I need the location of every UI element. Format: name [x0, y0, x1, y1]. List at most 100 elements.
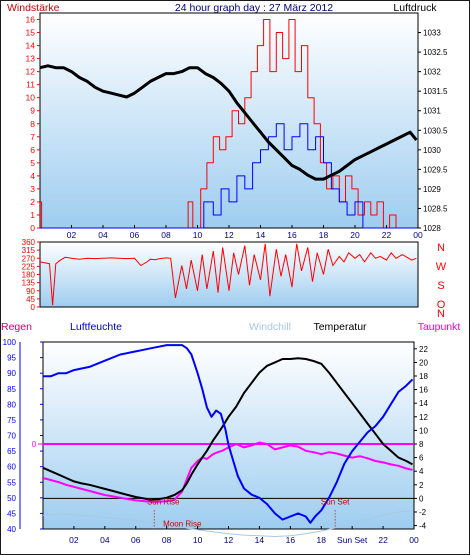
humidity-axis: 40 45 50 55 60 65 70 75 80 85 90 95 100 [3, 338, 43, 534]
hour-tick-label: 16 [287, 230, 297, 240]
temperature-tick-label: 16 [419, 386, 428, 395]
humidity-tick-label: 65 [7, 447, 16, 456]
temperature-tick-label: 20 [419, 358, 428, 367]
wind-average-line [40, 123, 417, 229]
hour-tick-label: 20 [350, 230, 360, 240]
windchill-line [42, 510, 413, 537]
temperature-tick-label: 2 [419, 481, 424, 490]
legend-luftfeuchte: Luftfeuchte [70, 321, 122, 333]
hour-tick-label: 02 [69, 535, 79, 545]
hour-tick-label: 16 [286, 535, 296, 545]
hour-axis-top: 02 04 06 08 10 12 14 16 18 20 22 00 [67, 225, 423, 240]
wind-axis-title: Windstärke [7, 2, 60, 14]
wind-tick-label: 1 [30, 210, 35, 220]
direction-letter: W [436, 261, 447, 273]
humidity-tick-label: 100 [3, 338, 17, 347]
wind-tick-label: 12 [26, 67, 36, 77]
hour-tick-label: 06 [130, 230, 140, 240]
hour-tick-label: 04 [100, 535, 110, 545]
temperature-tick-label: 6 [419, 454, 424, 463]
rain-zero-label: 0 [32, 440, 37, 449]
wind-direction-series [39, 243, 417, 306]
pressure-tick-label: 1031.5 [423, 87, 448, 96]
pressure-tick-label: 1032.5 [423, 48, 448, 57]
direction-letter: O [437, 299, 446, 311]
direction-tick-label: 270 [22, 254, 36, 263]
wind-tick-label: 15 [26, 28, 36, 38]
wind-gust-line [40, 19, 417, 229]
astro-events: Sun Rise Moon Rise Sun Set [147, 497, 350, 529]
temperature-line [42, 357, 413, 501]
humidity-tick-label: 45 [7, 509, 16, 518]
hour-tick-label: 12 [224, 535, 234, 545]
direction-tick-label: 360 [22, 238, 36, 247]
moonrise-label: Moon Rise [163, 519, 202, 528]
hour-tick-label: Sun Set [337, 535, 368, 545]
rain-axis: 0 [32, 440, 43, 449]
temperature-tick-label: 22 [419, 345, 428, 354]
wind-tick-label: 3 [30, 184, 35, 194]
direction-tick-label: 315 [22, 246, 36, 255]
pressure-tick-label: 1030 [423, 146, 441, 155]
wind-tick-label: 0 [30, 223, 35, 233]
hour-tick-label: 14 [256, 230, 266, 240]
hour-tick-label: 18 [319, 230, 329, 240]
wind-tick-label: 7 [30, 132, 35, 142]
humidity-tick-label: 50 [7, 494, 16, 503]
humidity-temperature-plot-area [42, 341, 415, 530]
legend: Regen Luftfeuchte Windchill Temperatur T… [1, 321, 460, 333]
temperature-tick-label: 10 [419, 426, 428, 435]
humidity-temperature-series [42, 344, 414, 537]
pressure-tick-label: 1028 [423, 224, 441, 233]
chart-title: 24 hour graph day : 27 März 2012 [175, 2, 333, 14]
temperature-tick-label: 18 [419, 372, 428, 381]
wind-tick-label: 14 [26, 41, 36, 51]
pressure-tick-label: 1029.5 [423, 165, 448, 174]
direction-letter: N [437, 242, 445, 254]
temperature-tick-label: 14 [419, 399, 428, 408]
pressure-tick-label: 1029 [423, 185, 441, 194]
hour-tick-label: 08 [162, 535, 172, 545]
humidity-tick-label: 55 [7, 478, 16, 487]
hour-tick-label: 14 [255, 535, 265, 545]
wind-tick-label: 9 [30, 106, 35, 116]
hour-tick-label: 00 [409, 535, 419, 545]
hour-tick-label: 00 [413, 230, 423, 240]
legend-windchill: Windchill [249, 321, 291, 333]
direction-tick-label: 135 [22, 279, 36, 288]
direction-letter: S [437, 280, 444, 292]
wind-direction-plot-area [39, 241, 419, 308]
hour-tick-label: 06 [131, 535, 141, 545]
temperature-tick-label: -4 [419, 522, 427, 531]
direction-tick-label: 90 [26, 287, 35, 296]
temperature-tick-label: 12 [419, 413, 428, 422]
wind-tick-label: 6 [30, 145, 35, 155]
pressure-axis: 1028 1028.5 1029 1029.5 1030 1030.5 1031 1031.5… [418, 29, 448, 233]
pressure-tick-label: 1032 [423, 68, 441, 77]
humidity-tick-label: 40 [7, 525, 16, 534]
pressure-tick-label: 1031 [423, 107, 441, 116]
humidity-tick-label: 75 [7, 416, 16, 425]
temperature-tick-label: -2 [419, 508, 427, 517]
temperature-tick-label: 0 [419, 494, 424, 503]
direction-tick-label: 0 [31, 303, 36, 312]
sunset-label: Sun Set [321, 497, 350, 506]
humidity-tick-label: 80 [7, 400, 16, 409]
hour-tick-label: 08 [161, 230, 171, 240]
hour-tick-label: 22 [382, 230, 392, 240]
temperature-tick-label: 4 [419, 467, 424, 476]
legend-taupunkt: Taupunkt [418, 321, 461, 333]
direction-tick-label: 45 [26, 295, 35, 304]
wind-tick-label: 8 [30, 119, 35, 129]
humidity-tick-label: 70 [7, 432, 16, 441]
legend-temperatur: Temperatur [313, 321, 367, 333]
humidity-tick-label: 85 [7, 385, 16, 394]
sunrise-label: Sun Rise [147, 497, 180, 506]
